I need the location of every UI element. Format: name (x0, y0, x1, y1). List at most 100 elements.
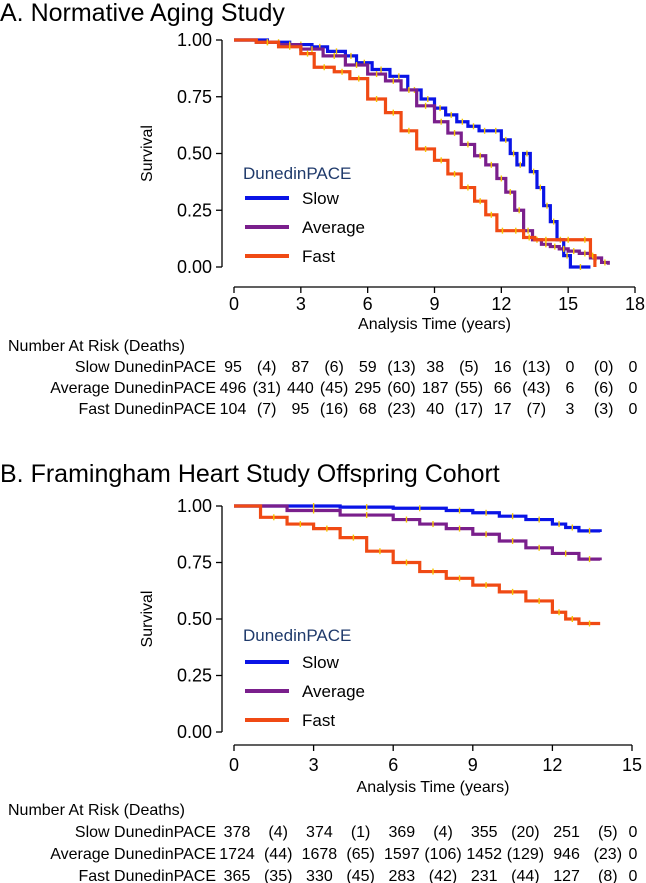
x-tick-label: 15 (622, 755, 642, 775)
y-tick-label: 0.50 (177, 144, 212, 164)
y-tick-label: 1.00 (177, 30, 212, 50)
risk-cell: (7) (527, 401, 547, 418)
risk-cell: (16) (320, 401, 348, 418)
y-tick-label: 0.75 (177, 553, 212, 573)
risk-cell: (6) (324, 359, 344, 376)
risk-cell: 231 (471, 868, 498, 883)
risk-cell: 0 (629, 824, 638, 841)
risk-cell: 440 (287, 380, 314, 397)
risk-cell: (42) (429, 868, 457, 883)
y-tick-label: 0.25 (177, 200, 212, 220)
x-axis-label: Analysis Time (years) (357, 779, 510, 796)
risk-cell: (55) (455, 380, 483, 397)
x-tick-label: 12 (542, 755, 562, 775)
risk-cell: (5) (598, 824, 618, 841)
risk-cell: (44) (511, 868, 539, 883)
risk-cell: 365 (224, 868, 251, 883)
risk-cell: (13) (522, 359, 550, 376)
x-tick-label: 3 (296, 294, 306, 314)
chart-title: A. Normative Aging Study (0, 0, 285, 27)
x-tick-label: 6 (388, 755, 398, 775)
risk-cell: 38 (426, 359, 444, 376)
risk-cell: 95 (224, 359, 242, 376)
risk-cell: (1) (351, 824, 371, 841)
risk-cell: (65) (346, 846, 374, 863)
risk-cell: (8) (598, 868, 618, 883)
y-axis-label: Survival (139, 591, 156, 648)
risk-cell: 378 (224, 824, 251, 841)
risk-row-label: Average DunedinPACE (50, 846, 216, 863)
risk-cell: (129) (507, 846, 544, 863)
risk-cell: 1724 (219, 846, 255, 863)
x-tick-label: 9 (429, 294, 439, 314)
risk-cell: 87 (292, 359, 310, 376)
y-tick-label: 0.75 (177, 87, 212, 107)
risk-cell: 369 (388, 824, 415, 841)
risk-cell: 95 (292, 401, 310, 418)
risk-cell: 1678 (302, 846, 338, 863)
risk-row-label: Slow DunedinPACE (75, 359, 216, 376)
x-axis-label: Analysis Time (years) (358, 316, 511, 333)
legend-label-fast: Fast (302, 247, 335, 266)
x-tick-label: 18 (625, 294, 645, 314)
risk-row-label: Fast DunedinPACE (78, 401, 216, 418)
risk-cell: 330 (306, 868, 333, 883)
legend-label-slow: Slow (302, 653, 340, 672)
risk-cell: (6) (594, 380, 614, 397)
risk-cell: 0 (629, 359, 638, 376)
risk-cell: 251 (553, 824, 580, 841)
risk-cell: 59 (359, 359, 377, 376)
risk-cell: 3 (566, 401, 575, 418)
y-tick-label: 0.25 (177, 666, 212, 686)
risk-cell: (13) (387, 359, 415, 376)
risk-cell: (35) (264, 868, 292, 883)
x-tick-label: 9 (468, 755, 478, 775)
risk-cell: (4) (433, 824, 453, 841)
x-tick-label: 0 (229, 294, 239, 314)
legend-label-average: Average (302, 682, 365, 701)
y-tick-label: 1.00 (177, 496, 212, 516)
legend-label-fast: Fast (302, 711, 335, 730)
risk-cell: (4) (257, 359, 277, 376)
risk-cell: 355 (471, 824, 498, 841)
risk-cell: (60) (387, 380, 415, 397)
risk-cell: (43) (522, 380, 550, 397)
y-tick-label: 0.00 (177, 722, 212, 742)
risk-cell: (31) (252, 380, 280, 397)
legend-label-slow: Slow (302, 189, 340, 208)
risk-cell: (20) (511, 824, 539, 841)
risk-cell: (106) (424, 846, 461, 863)
survival-line-slow (234, 38, 591, 269)
x-tick-label: 6 (363, 294, 373, 314)
chart-title: B. Framingham Heart Study Offspring Coho… (0, 460, 500, 488)
risk-cell: 0 (629, 846, 638, 863)
risk-cell: 68 (359, 401, 377, 418)
risk-cell: 283 (388, 868, 415, 883)
risk-cell: (17) (455, 401, 483, 418)
x-tick-label: 12 (491, 294, 511, 314)
y-tick-label: 0.50 (177, 609, 212, 629)
survival-line-average (234, 504, 602, 561)
survival-line-fast (234, 38, 597, 267)
risk-cell: (4) (268, 824, 288, 841)
risk-cell: 0 (629, 868, 638, 883)
risk-cell: 187 (422, 380, 449, 397)
legend-title: DunedinPACE (243, 626, 351, 645)
risk-cell: 295 (354, 380, 381, 397)
risk-cell: (45) (346, 868, 374, 883)
risk-cell: 1452 (466, 846, 502, 863)
risk-cell: (23) (387, 401, 415, 418)
legend-label-average: Average (302, 218, 365, 237)
risk-cell: 496 (220, 380, 247, 397)
y-tick-label: 0.00 (177, 257, 212, 277)
risk-cell: 6 (566, 380, 575, 397)
x-tick-label: 0 (229, 755, 239, 775)
risk-cell: 127 (553, 868, 580, 883)
risk-cell: (45) (320, 380, 348, 397)
legend-title: DunedinPACE (243, 164, 351, 183)
risk-row-label: Fast DunedinPACE (78, 868, 216, 883)
risk-cell: 40 (426, 401, 444, 418)
risk-cell: 374 (306, 824, 333, 841)
risk-table-header: Number At Risk (Deaths) (8, 802, 185, 819)
